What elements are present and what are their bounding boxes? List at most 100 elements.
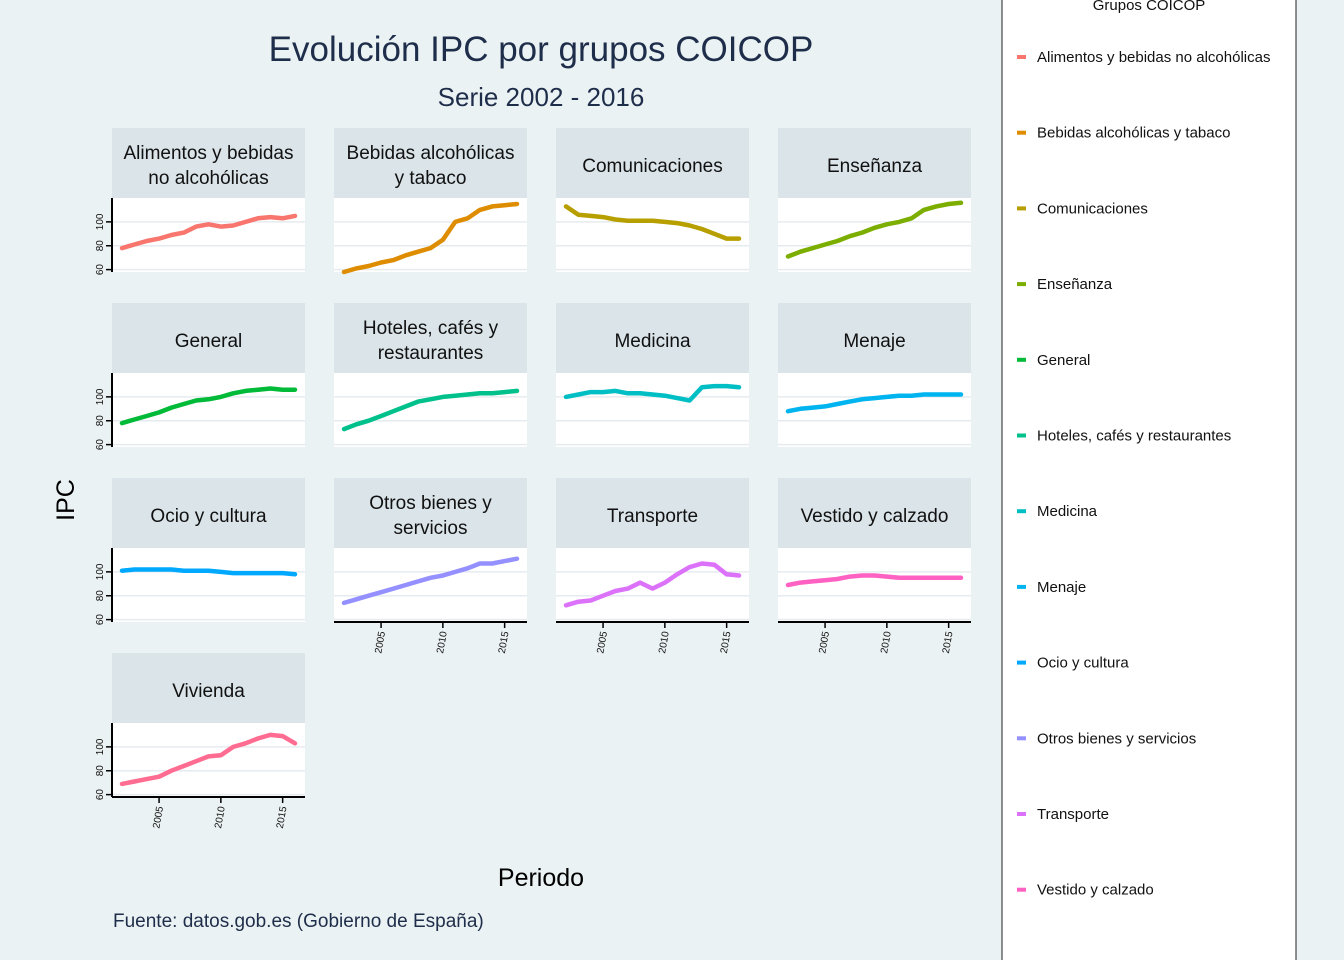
panel-vivienda: Vivienda 60 80 100 2005 2010 2015 [95, 653, 305, 829]
legend-box [1001, 0, 1297, 960]
legend-label: General [1037, 352, 1090, 369]
strip-label: Comunicaciones [582, 156, 722, 177]
series-line-medicina [563, 383, 742, 403]
series-line-ensenanza [785, 200, 964, 259]
legend-item-ensenanza: Enseñanza [1017, 276, 1113, 293]
legend-item-medicina: Medicina [1017, 503, 1098, 520]
strip-label: y tabaco [395, 168, 467, 189]
panel-medicina: Medicina [556, 303, 749, 447]
strip-label: Hoteles, cafés y [363, 318, 499, 339]
strip-medicina [556, 303, 749, 373]
legend-label: Bebidas alcohólicas y tabaco [1037, 125, 1230, 142]
y-tick-label: 60 [95, 789, 106, 801]
strip-label: servicios [394, 518, 468, 539]
x-tick-label: 2010 [213, 805, 228, 829]
legend-item-comunicaciones: Comunicaciones [1017, 200, 1148, 217]
strip-label: Otros bienes y [369, 493, 492, 514]
y-tick-label: 60 [95, 439, 106, 451]
panel-ensenanza: Enseñanza [778, 128, 971, 272]
x-tick-label: 2015 [275, 805, 290, 829]
legend-label: Ocio y cultura [1037, 655, 1129, 672]
strip-label: Ocio y cultura [150, 506, 267, 527]
legend-item-vestido-y-calzado: Vestido y calzado [1017, 882, 1154, 899]
series-line-vestido-y-calzado [785, 573, 964, 588]
strip-bebidas-alcoholicas-y-tabaco [334, 128, 527, 198]
y-tick-label: 100 [95, 563, 106, 580]
x-tick-label: 2005 [817, 630, 832, 654]
y-axis-title: IPC [52, 479, 80, 521]
strip-label: Vivienda [172, 681, 245, 702]
x-tick-label: 2005 [151, 805, 166, 829]
legend-label: Medicina [1037, 503, 1098, 520]
strip-label: General [175, 331, 243, 352]
strip-label: Menaje [843, 331, 905, 352]
legend-label: Hoteles, cafés y restaurantes [1037, 428, 1231, 445]
strip-label: Vestido y calzado [801, 506, 949, 527]
legend-item-hoteles-cafes-y-restaurantes: Hoteles, cafés y restaurantes [1017, 428, 1231, 445]
series-line-hoteles-cafes-y-restaurantes [341, 388, 520, 432]
y-tick-label: 100 [95, 388, 106, 405]
x-tick-label: 2010 [657, 630, 672, 654]
series-line-bebidas-alcoholicas-y-tabaco [341, 201, 520, 275]
y-tick-label: 80 [95, 415, 106, 427]
plot-background [112, 198, 305, 272]
y-tick-label: 60 [95, 614, 106, 626]
y-tick-label: 80 [95, 590, 106, 602]
legend-label: Comunicaciones [1037, 200, 1148, 217]
strip-alimentos-y-bebidas-no-alcoholicas [112, 128, 305, 198]
panel-bebidas-alcoholicas-y-tabaco: Bebidas alcohólicas y tabaco [334, 128, 527, 275]
series-line-vivienda [119, 732, 298, 787]
series-line-general [119, 386, 298, 426]
strip-general [112, 303, 305, 373]
strip-hoteles-cafes-y-restaurantes [334, 303, 527, 373]
strip-label: restaurantes [378, 343, 484, 364]
legend-item-general: General [1017, 352, 1090, 369]
panel-vestido-y-calzado: Vestido y calzado 2005 2010 2015 [778, 478, 971, 654]
panel-hoteles-cafes-y-restaurantes: Hoteles, cafés y restaurantes [334, 303, 527, 447]
plot-background [334, 548, 527, 622]
panel-alimentos-y-bebidas-no-alcoholicas: Alimentos y bebidas no alcohólicas 60 80 100 [95, 128, 305, 275]
legend-item-bebidas-alcoholicas-y-tabaco: Bebidas alcohólicas y tabaco [1017, 125, 1230, 142]
legend-item-otros-bienes-y-servicios: Otros bienes y servicios [1017, 730, 1196, 747]
plot-background [556, 548, 749, 622]
y-tick-label: 100 [95, 738, 106, 755]
panel-menaje: Menaje [778, 303, 971, 447]
panel-ocio-y-cultura: Ocio y cultura 60 80 100 [95, 478, 305, 625]
legend-item-ocio-y-cultura: Ocio y cultura [1017, 655, 1129, 672]
legend-item-transporte: Transporte [1017, 806, 1109, 823]
series-line-transporte [563, 561, 742, 608]
y-tick-label: 80 [95, 240, 106, 252]
strip-label: Bebidas alcohólicas [347, 143, 515, 164]
panel-general: General 60 80 100 [95, 303, 305, 450]
strip-ensenanza [778, 128, 971, 198]
strip-label: Alimentos y bebidas [123, 143, 293, 164]
x-tick-label: 2005 [595, 630, 610, 654]
legend-label: Transporte [1037, 806, 1109, 823]
legend-label: Vestido y calzado [1037, 882, 1154, 899]
plot-background [112, 373, 305, 447]
y-tick-label: 80 [95, 765, 106, 777]
strip-otros-bienes-y-servicios [334, 478, 527, 548]
strip-label: Enseñanza [827, 156, 923, 177]
legend: Grupos COICOP Alimentos y bebidas no alc… [1001, 0, 1297, 960]
series-line-alimentos-y-bebidas-no-alcoholicas [119, 213, 298, 251]
legend-item-alimentos-y-bebidas-no-alcoholicas: Alimentos y bebidas no alcohólicas [1017, 49, 1270, 66]
series-line-otros-bienes-y-servicios [341, 556, 520, 606]
strip-label: Medicina [614, 331, 690, 352]
chart-subtitle: Serie 2002 - 2016 [438, 82, 645, 112]
x-tick-label: 2010 [435, 630, 450, 654]
panel-transporte: Transporte 2005 2010 2015 [556, 478, 749, 654]
strip-comunicaciones [556, 128, 749, 198]
legend-title: Grupos COICOP [1093, 0, 1206, 14]
x-axis-title: Periodo [498, 864, 584, 892]
strip-vivienda [112, 653, 305, 723]
strip-transporte [556, 478, 749, 548]
plot-background [112, 548, 305, 622]
x-tick-label: 2015 [497, 630, 512, 654]
legend-label: Menaje [1037, 579, 1086, 596]
x-tick-label: 2005 [373, 630, 388, 654]
strip-menaje [778, 303, 971, 373]
chart-title: Evolución IPC por grupos COICOP [269, 30, 814, 69]
x-tick-label: 2015 [941, 630, 956, 654]
x-tick-label: 2010 [879, 630, 894, 654]
